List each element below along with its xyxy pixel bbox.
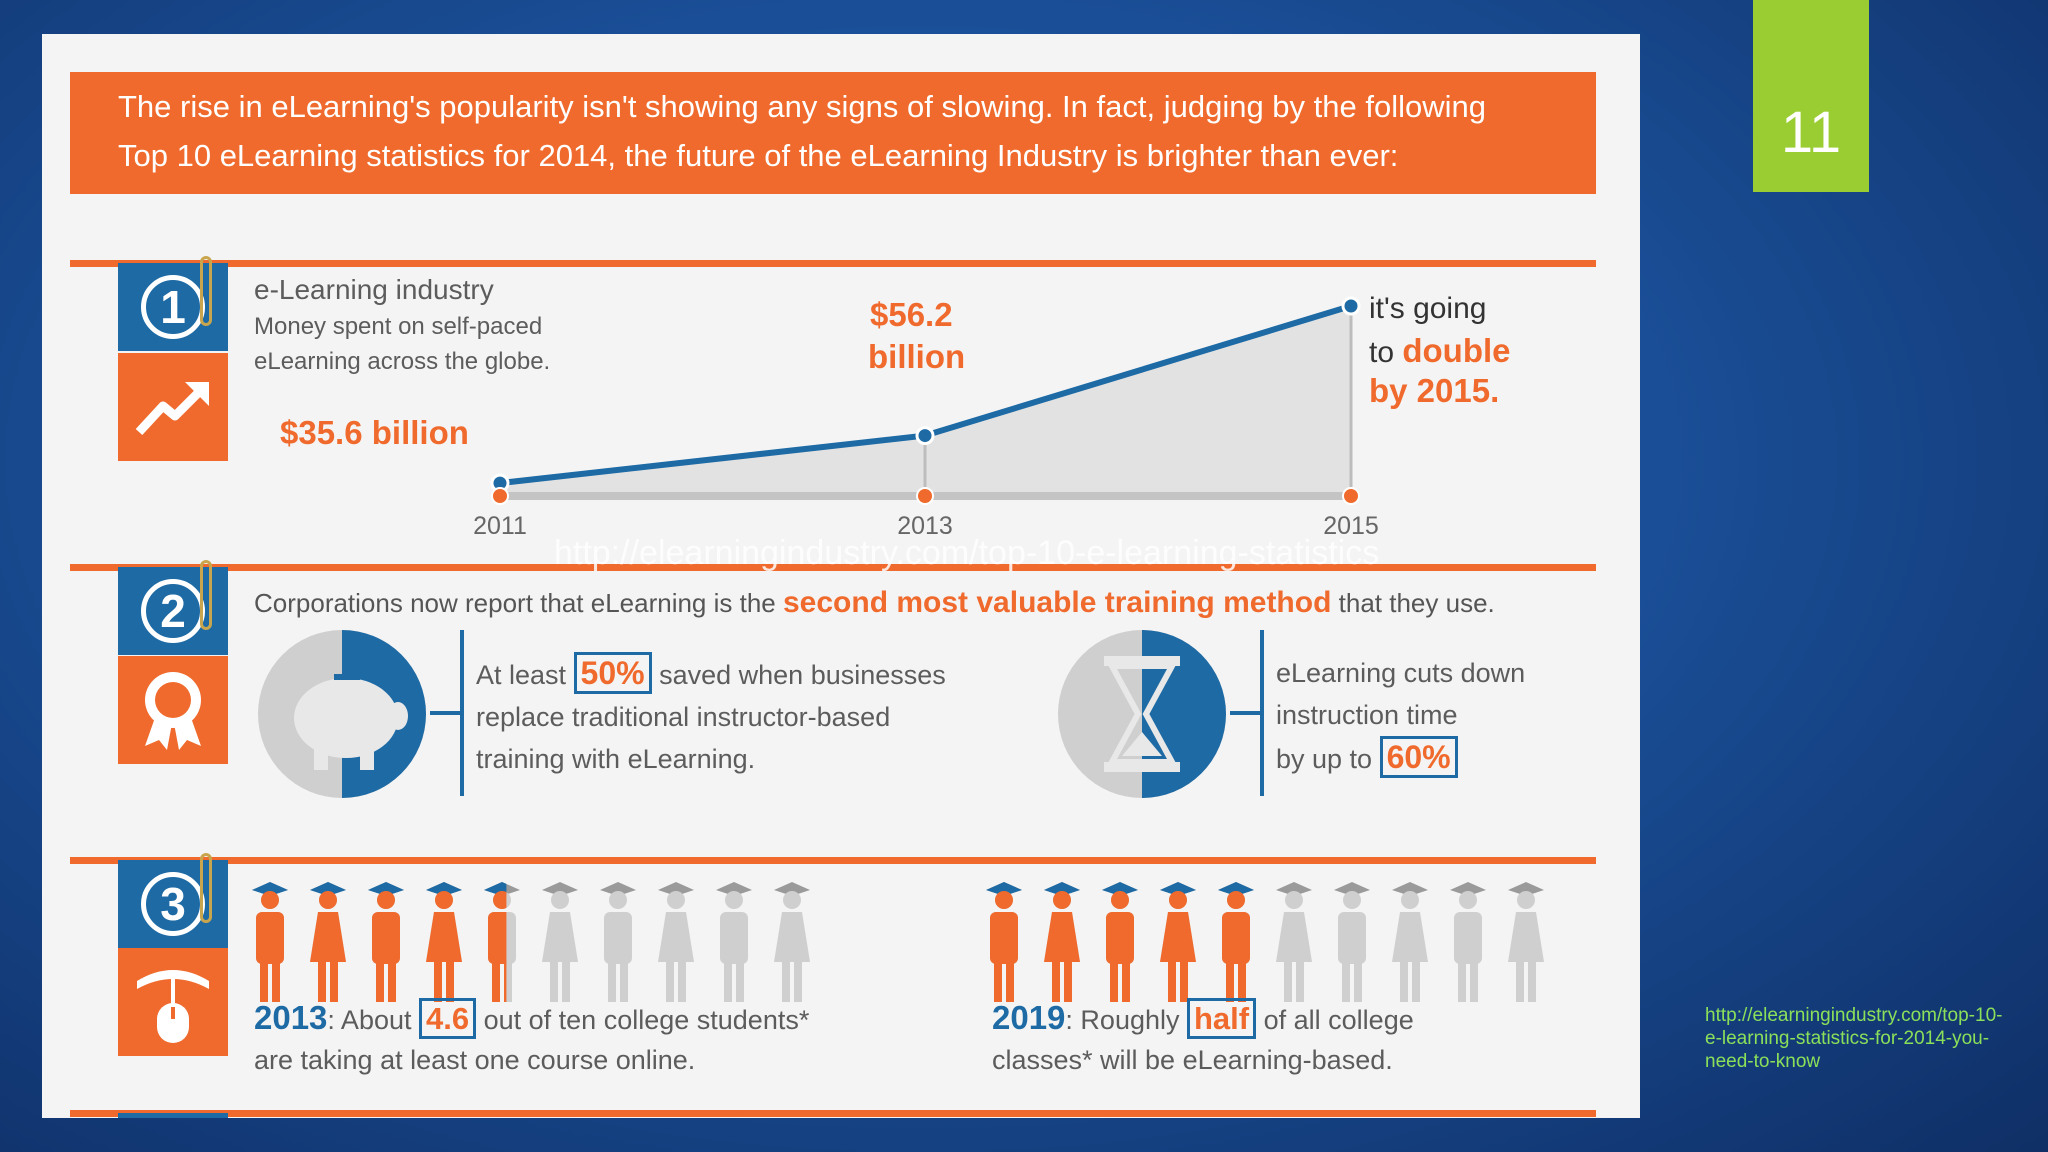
- number-circle: 3: [141, 872, 205, 936]
- axis-marker: [491, 487, 509, 505]
- number-circle: 2: [141, 579, 205, 643]
- award-ribbon-icon: [145, 672, 201, 750]
- data-label-2013-unit: billion: [868, 338, 966, 375]
- overlay-link-text[interactable]: http://elearningindustry.com/top-10-e-le…: [554, 534, 1380, 572]
- data-label-2011: $35.6 billion: [280, 414, 469, 451]
- intro-line-2: Top 10 eLearning statistics for 2014, th…: [118, 138, 1399, 173]
- mouse-book-icon: [137, 970, 209, 1043]
- paperclip-icon: [200, 256, 212, 326]
- slide-number: 11: [1753, 0, 1869, 192]
- stat1-title: e-Learning industry: [254, 274, 494, 305]
- section-divider-3: [70, 857, 1596, 864]
- x-tick-label: 2015: [1323, 512, 1379, 540]
- x-tick-label: 2013: [897, 512, 953, 540]
- mouse-book-icon-box: [118, 948, 228, 1056]
- stat1-subtitle-1: Money spent on self-paced: [254, 313, 543, 340]
- connector-line: [460, 630, 464, 796]
- forecast-line-3: by 2015.: [1369, 372, 1500, 409]
- percent-50-badge: 50%: [573, 652, 652, 694]
- hourglass-icon: [1058, 630, 1226, 798]
- axis-marker: [916, 487, 934, 505]
- paperclip-icon: [200, 853, 212, 923]
- section-divider-2: [70, 564, 1596, 571]
- paperclip-icon: [200, 560, 212, 630]
- connector-line: [1260, 630, 1264, 796]
- line-chart: 2011 2013 2015: [473, 296, 1379, 540]
- intro-banner: The rise in eLearning's popularity isn't…: [70, 72, 1596, 194]
- stat3-left-text: 2013: About 4.6 out of ten college stude…: [254, 998, 810, 1075]
- axis-marker: [1342, 487, 1360, 505]
- student-pictogram-2013: [252, 882, 810, 1002]
- stat-number-badge-2: 2: [118, 567, 228, 655]
- stat3-right-text: 2019: Roughly half of all college classe…: [992, 998, 1414, 1075]
- area-fill: [500, 306, 1351, 496]
- data-point: [1341, 296, 1361, 316]
- value-4-6-badge: 4.6: [419, 998, 477, 1039]
- student-pictogram-2019: [986, 882, 1544, 1002]
- stat2-right-text: eLearning cuts down instruction time by …: [1276, 652, 1525, 780]
- stat-number-badge-4: [118, 1113, 228, 1118]
- growth-chart-icon-box: [118, 353, 228, 461]
- student-figures-highlighted: [986, 882, 1254, 1002]
- award-icon-box: [118, 656, 228, 764]
- data-point: [915, 426, 935, 446]
- student-figures-highlighted: [252, 882, 507, 1002]
- percent-60-badge: 60%: [1379, 736, 1458, 778]
- infographic-panel: The rise in eLearning's popularity isn't…: [42, 34, 1640, 1118]
- intro-line-1: The rise in eLearning's popularity isn't…: [118, 89, 1486, 124]
- section-divider-1: [70, 260, 1596, 267]
- data-label-2013-value: $56.2: [870, 296, 953, 333]
- piggy-bank-icon: [258, 630, 426, 798]
- connector-line: [1230, 711, 1262, 715]
- x-tick-label: 2011: [473, 512, 527, 540]
- stat2-left-text: At least 50% saved when businesses repla…: [476, 652, 946, 780]
- stat2-headline: Corporations now report that eLearning i…: [254, 586, 1495, 619]
- forecast-line-2: to double: [1369, 332, 1511, 369]
- value-half-badge: half: [1187, 998, 1257, 1039]
- trend-up-icon: [135, 382, 209, 436]
- connector-line: [430, 711, 462, 715]
- source-link[interactable]: http://elearningindustry.com/top-10-e-le…: [1705, 1005, 2003, 1072]
- section-divider-4: [70, 1110, 1596, 1117]
- stat1-subtitle-2: eLearning across the globe.: [254, 348, 551, 375]
- forecast-line-1: it's going: [1369, 292, 1487, 325]
